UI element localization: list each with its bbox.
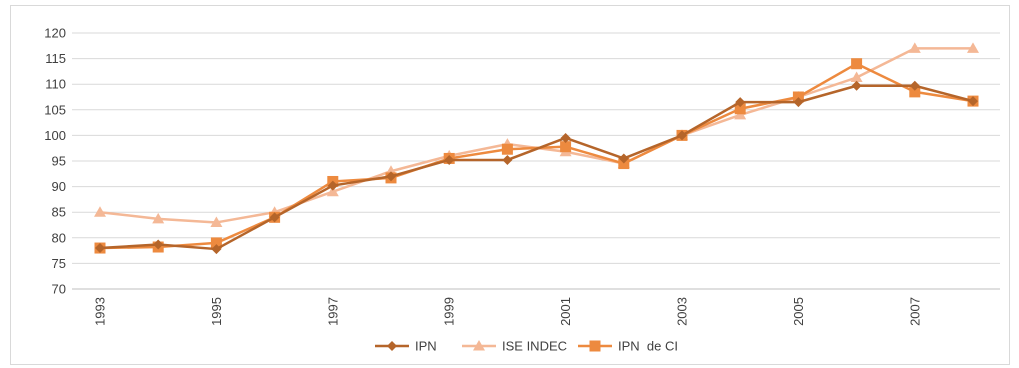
x-tick-label: 2001 [558,297,573,326]
y-tick-label: 110 [45,77,66,92]
y-tick-label: 85 [52,205,66,220]
data-point [851,80,862,91]
legend-label: IPN [415,339,437,354]
series-0 [95,80,978,255]
data-point [326,185,339,197]
y-tick-label: 70 [52,282,66,297]
data-point [792,91,804,103]
data-point [152,212,165,224]
legend-item: ISE INDEC [462,339,567,354]
y-tick-label: 120 [44,26,66,41]
data-point [386,171,396,182]
data-point [968,96,978,107]
series-layer [94,42,979,255]
legend: IPN ISE INDEC IPN de CI [375,339,678,354]
data-point [502,154,513,165]
legend-label: ISE INDEC [502,339,567,354]
y-tick-label: 75 [52,256,66,271]
data-point [735,97,746,108]
legend-item: IPN de CI [578,339,678,354]
data-point [501,143,513,155]
data-point [618,153,629,164]
data-point [210,216,223,227]
x-tick-label: 1995 [209,297,224,326]
grid-layer [72,32,1000,290]
legend-swatch-marker [589,340,601,352]
chart-frame [10,5,1010,365]
data-point [153,239,164,250]
x-tick-label: 2005 [791,297,806,326]
x-tick-label: 1997 [325,297,340,326]
data-point [269,212,280,223]
data-point [909,86,921,98]
x-tick-label: 2003 [675,297,690,326]
y-tick-label: 80 [52,230,66,245]
data-point [908,42,921,53]
data-point [210,237,222,249]
legend-item: IPN [375,339,437,354]
series-line [99,84,974,251]
data-point [560,132,571,143]
data-point [327,180,338,191]
data-point [850,71,863,83]
data-point [793,97,804,108]
x-tick-label: 1993 [93,297,108,326]
legend-label: IPN de CI [618,339,678,354]
data-point [677,130,687,141]
data-point [967,42,979,53]
y-tick-label: 95 [52,154,66,169]
legend-swatch-marker [473,340,485,351]
y-tick-label: 105 [44,102,66,117]
y-tick-label: 90 [52,179,66,194]
data-point [851,58,863,70]
data-point [94,206,106,217]
data-point [444,154,455,165]
legend-swatch-marker [387,341,397,351]
data-point [618,158,630,170]
data-point [909,80,920,91]
y-tick-label: 100 [44,128,66,143]
data-point [211,244,222,255]
x-tick-label: 1999 [442,297,457,326]
axis-layer: 70 75 80 85 90 95 100 105 110 115 120 1993 1995 1997 1… [44,26,1000,326]
data-point [560,141,572,153]
x-tick-label: 2007 [907,297,922,326]
data-point [95,243,105,254]
data-point [734,103,746,115]
y-tick-label: 115 [45,51,66,66]
